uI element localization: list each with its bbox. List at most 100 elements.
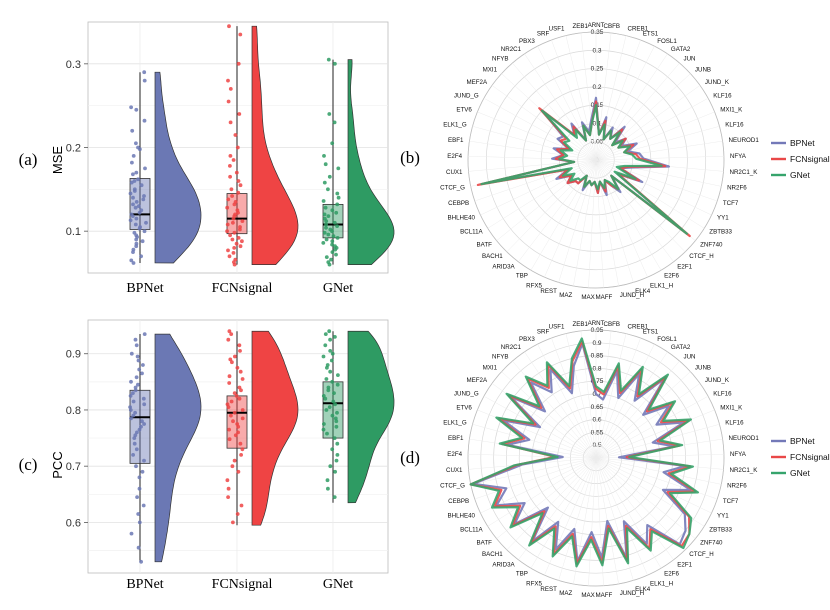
data-point: [231, 520, 235, 525]
series-bpnet: [128, 70, 202, 265]
category-label: KLF16: [725, 420, 744, 427]
data-point: [238, 227, 242, 232]
data-point: [236, 469, 241, 474]
category-label: JUNB: [695, 67, 711, 74]
data-point: [231, 158, 236, 162]
category-label: PBX3: [519, 336, 535, 343]
data-point: [131, 391, 135, 395]
data-point: [232, 230, 237, 235]
radar-spoke: [480, 159, 597, 216]
data-point: [132, 189, 137, 193]
data-point: [131, 195, 135, 200]
data-point: [131, 172, 135, 177]
data-point: [322, 212, 327, 217]
data-point: [228, 164, 232, 168]
y-axis-label: PCC: [50, 451, 65, 478]
category-label: ZNF740: [700, 539, 723, 546]
category-label: CBFB: [604, 23, 621, 30]
radar-spoke: [595, 159, 722, 187]
category-label: E2F4: [447, 451, 462, 458]
radar-spoke: [595, 457, 648, 576]
data-point: [142, 194, 146, 198]
radar-spoke: [551, 39, 597, 161]
data-point: [327, 174, 332, 179]
category-label: ETS1: [643, 30, 659, 37]
radar-panel-b: 00.050.10.150.20.250.30.35ARNTCBFBCREB1E…: [400, 22, 830, 301]
category-label: NFYA: [730, 451, 747, 458]
data-point: [332, 436, 337, 440]
data-point: [238, 441, 243, 446]
data-point: [142, 78, 147, 83]
category-label: ELK1_H: [650, 283, 673, 290]
data-point: [128, 218, 133, 223]
data-point: [227, 427, 232, 432]
data-point: [131, 453, 136, 457]
data-point: [140, 469, 145, 474]
radar-spoke: [595, 457, 718, 500]
density-fcnsignal: [251, 330, 299, 526]
data-point: [326, 214, 331, 219]
data-point: [324, 377, 329, 381]
category-label: GATA2: [671, 344, 691, 351]
category-label: MXI1: [483, 67, 498, 74]
raincloud-panel-c: 0.6 0.7 0.8 0.9 PCC (c) BPNet FCNsignal GNet: [19, 319, 395, 592]
data-point: [327, 112, 332, 116]
y-tick-label: 0.3: [66, 59, 81, 71]
category-label: CTCF_G: [440, 483, 465, 490]
data-point: [323, 396, 328, 401]
data-point: [227, 374, 232, 379]
category-label: KLF16: [725, 122, 744, 129]
radar-spoke: [470, 457, 597, 485]
data-point: [331, 399, 336, 404]
data-point: [137, 210, 142, 215]
data-point: [332, 120, 337, 125]
radar-spoke: [580, 32, 597, 161]
category-label: CEBPB: [448, 498, 469, 505]
data-point: [326, 388, 331, 393]
data-point: [335, 410, 339, 415]
legend-label: GNet: [790, 468, 810, 478]
radar-spoke: [595, 62, 680, 161]
category-label: CEBPB: [448, 200, 469, 207]
data-point: [334, 419, 339, 424]
category-label: ZEB1: [572, 23, 588, 30]
category-label: ETS1: [643, 328, 659, 335]
data-point: [228, 233, 233, 238]
category-label: ELK4: [635, 586, 651, 593]
data-point: [237, 396, 242, 401]
data-point: [142, 422, 147, 426]
data-point: [240, 416, 245, 421]
data-point: [330, 351, 335, 356]
data-point: [132, 436, 137, 440]
data-point: [323, 332, 328, 336]
category-label: TCF7: [723, 498, 739, 505]
radar-spoke: [573, 159, 597, 287]
y-tick-label: 0.8: [66, 405, 81, 417]
data-point: [324, 222, 328, 227]
category-label: BACH1: [482, 551, 503, 558]
radar-spoke: [524, 53, 597, 161]
data-point: [139, 559, 144, 564]
data-point: [141, 363, 145, 367]
radar-spoke: [595, 159, 604, 288]
data-point: [330, 229, 334, 234]
data-point: [330, 250, 335, 255]
radar-spoke: [474, 457, 597, 500]
data-point: [238, 32, 243, 37]
data-point: [321, 354, 326, 359]
radar-spoke: [472, 126, 597, 161]
data-point: [335, 224, 339, 229]
data-point: [133, 385, 138, 390]
category-label: E2F4: [447, 153, 462, 160]
category-label: BHLHE40: [447, 215, 475, 222]
data-point: [129, 351, 134, 356]
category-label: FOSL1: [657, 336, 677, 343]
radar-spoke: [487, 457, 597, 527]
data-point: [234, 170, 239, 175]
data-point: [131, 154, 136, 158]
radial-tick-label: 0.05: [591, 139, 604, 146]
category-label: NFYB: [492, 354, 509, 361]
category-label: PBX3: [519, 38, 535, 45]
category-label: MXI1: [483, 365, 498, 372]
category-label: KLF16: [713, 390, 732, 397]
